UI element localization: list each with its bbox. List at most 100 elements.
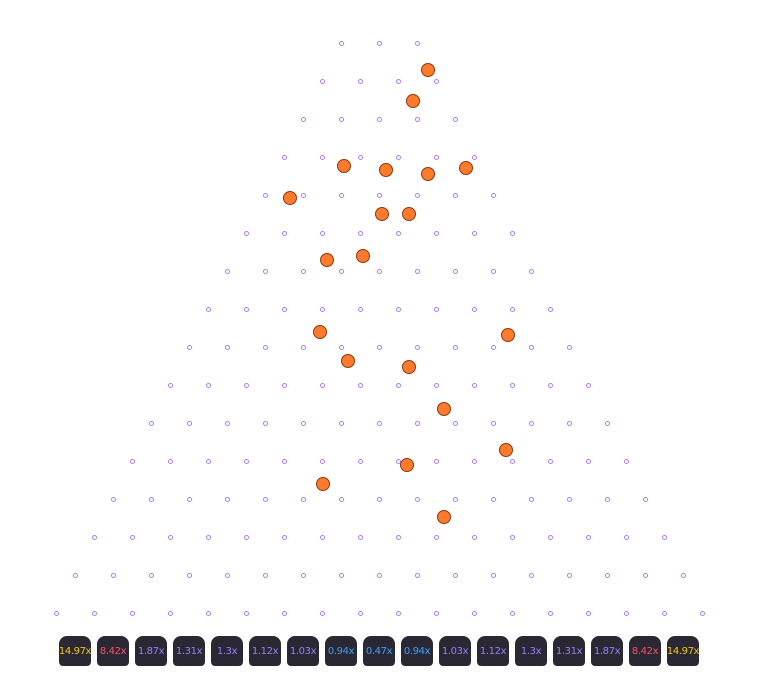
multiplier-bucket: 0.94x [325,636,357,666]
peg [300,420,306,426]
ball [375,207,389,221]
peg [262,572,268,578]
peg [547,382,553,388]
peg [585,458,591,464]
peg [338,572,344,578]
peg [129,458,135,464]
peg [566,344,572,350]
peg [376,192,382,198]
peg [509,230,515,236]
peg [547,306,553,312]
peg [167,458,173,464]
peg [205,306,211,312]
peg [566,572,572,578]
peg [433,230,439,236]
peg [490,268,496,274]
peg [357,610,363,616]
peg [490,496,496,502]
peg [357,458,363,464]
multiplier-bucket: 1.3x [211,636,243,666]
peg [243,534,249,540]
multiplier-bucket: 8.42x [97,636,129,666]
peg [205,610,211,616]
peg [471,382,477,388]
peg [167,534,173,540]
peg [566,420,572,426]
peg [452,496,458,502]
peg [319,458,325,464]
peg [357,230,363,236]
peg [623,610,629,616]
peg [452,572,458,578]
peg [281,610,287,616]
peg [319,154,325,160]
peg [433,154,439,160]
peg [262,420,268,426]
peg [338,116,344,122]
peg [376,268,382,274]
peg [395,382,401,388]
peg [262,344,268,350]
peg [205,534,211,540]
peg [243,458,249,464]
ball [437,402,451,416]
peg [566,496,572,502]
peg [623,458,629,464]
peg [357,382,363,388]
peg [376,40,382,46]
ball [356,249,370,263]
ball [437,510,451,524]
peg [528,420,534,426]
peg [186,572,192,578]
peg [319,230,325,236]
multiplier-bucket: 8.42x [629,636,661,666]
peg [357,154,363,160]
peg [186,420,192,426]
multiplier-bucket: 1.87x [135,636,167,666]
peg [623,534,629,540]
peg [167,610,173,616]
peg [148,572,154,578]
peg [414,496,420,502]
peg [414,40,420,46]
peg [281,306,287,312]
peg [642,496,648,502]
peg [91,610,97,616]
peg [604,420,610,426]
peg [680,572,686,578]
peg [471,534,477,540]
peg [357,534,363,540]
peg [224,572,230,578]
ball [313,325,327,339]
peg [224,420,230,426]
peg [547,534,553,540]
ball [379,163,393,177]
peg [585,534,591,540]
peg [528,344,534,350]
ball [402,360,416,374]
peg [338,344,344,350]
multiplier-bucket: 1.03x [287,636,319,666]
peg [300,268,306,274]
ball [421,63,435,77]
peg [338,40,344,46]
peg [205,382,211,388]
peg [433,78,439,84]
peg [186,344,192,350]
peg [547,610,553,616]
peg [471,154,477,160]
peg [376,116,382,122]
peg [509,534,515,540]
peg [186,496,192,502]
peg [433,534,439,540]
peg [471,458,477,464]
peg [319,78,325,84]
ball [402,207,416,221]
peg [414,420,420,426]
peg [433,306,439,312]
peg [699,610,705,616]
peg [281,154,287,160]
peg [319,306,325,312]
peg [243,610,249,616]
